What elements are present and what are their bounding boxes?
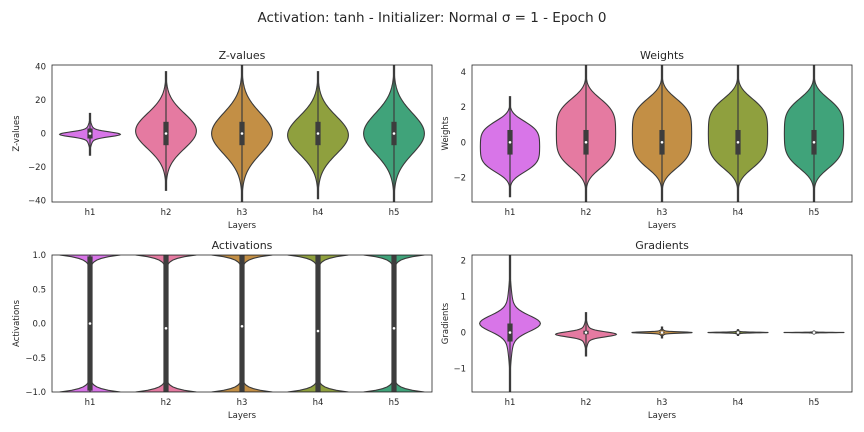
panel-activations: −1.0 −0.5 0.0 0.5 1.0 h1 h2 h3 h4 h5 Activations La… xyxy=(12,239,433,421)
plot-area xyxy=(59,255,425,392)
median-dot-h1 xyxy=(88,132,92,135)
x-tick-label: h1 xyxy=(85,208,96,218)
median-dot-h3 xyxy=(240,324,244,328)
x-tick-label: h1 xyxy=(505,208,516,218)
x-axis-label: Layers xyxy=(228,221,257,231)
plot-area xyxy=(479,65,845,202)
x-tick-label: h2 xyxy=(581,208,592,218)
x-axis-label: Layers xyxy=(648,221,677,231)
panel-title: Weights xyxy=(640,49,684,62)
median-dot-h2 xyxy=(164,132,168,135)
median-dot-h4 xyxy=(736,140,740,144)
y-axis-label: Weights xyxy=(441,116,451,151)
median-dot-h3 xyxy=(240,132,244,135)
x-tick-label: h3 xyxy=(657,398,668,408)
y-tick-label: −1 xyxy=(453,365,466,375)
x-tick-label: h5 xyxy=(389,208,400,218)
median-dot-h3 xyxy=(660,140,664,144)
y-tick-label: 0 xyxy=(41,130,46,140)
y-tick-label: −20 xyxy=(28,163,46,173)
x-tick-label: h5 xyxy=(809,208,820,218)
median-dot-h4 xyxy=(316,329,320,333)
y-tick-label: 20 xyxy=(35,96,46,106)
y-tick-label: 2 xyxy=(461,103,466,113)
median-dot-h1 xyxy=(508,331,512,334)
axes-frame xyxy=(51,254,433,393)
axes-frame xyxy=(51,64,433,203)
median-dot-h2 xyxy=(584,331,588,334)
median-dot-h1 xyxy=(88,322,92,325)
y-tick-label: 1.0 xyxy=(32,251,46,261)
figure-title: Activation: tanh - Initializer: Normal σ… xyxy=(257,10,606,26)
x-tick-label: h1 xyxy=(85,398,96,408)
median-dot-h1 xyxy=(508,140,512,144)
x-tick-label: h2 xyxy=(161,208,172,218)
panel-title: Activations xyxy=(212,239,273,252)
x-tick-label: h3 xyxy=(657,208,668,218)
median-dot-h5 xyxy=(392,326,396,330)
y-tick-label: 2 xyxy=(461,256,466,266)
median-dot-h5 xyxy=(812,140,816,144)
y-tick-label: −1.0 xyxy=(25,388,46,398)
panel-title: Z-values xyxy=(219,49,266,62)
median-dot-h4 xyxy=(736,331,740,334)
plot-area xyxy=(58,65,425,202)
panel-weights: −2 0 2 4 h1 h2 h3 h4 h5 Weights Layers Weights xyxy=(441,49,853,231)
panel-z-values: −40 −20 0 20 40 h1 h2 h3 h4 h5 Z-values Layers Z-val… xyxy=(12,49,433,231)
median-dot-h2 xyxy=(164,326,168,330)
median-dot-h3 xyxy=(660,331,664,334)
y-tick-label: 40 xyxy=(35,63,46,73)
panel-title: Gradients xyxy=(635,239,689,252)
x-tick-label: h4 xyxy=(313,398,324,408)
y-axis-label: Gradients xyxy=(441,302,451,344)
y-tick-label: 1 xyxy=(461,292,466,302)
median-dot-h2 xyxy=(584,140,588,144)
iqr-box-h2 xyxy=(163,255,169,392)
y-tick-label: −40 xyxy=(28,196,46,206)
median-dot-h5 xyxy=(392,132,396,135)
iqr-box-h4 xyxy=(315,255,321,392)
x-tick-label: h1 xyxy=(505,398,516,408)
x-tick-label: h2 xyxy=(161,398,172,408)
x-tick-label: h3 xyxy=(237,398,248,408)
x-tick-label: h5 xyxy=(809,398,820,408)
x-tick-label: h4 xyxy=(313,208,324,218)
panel-gradients: −1 0 1 2 h1 h2 h3 h4 h5 Gradients Layers Gradients xyxy=(441,239,853,421)
y-tick-label: 0 xyxy=(461,329,466,339)
x-tick-label: h5 xyxy=(389,398,400,408)
plot-area xyxy=(479,255,845,392)
iqr-box-h3 xyxy=(239,255,245,392)
y-tick-label: −2 xyxy=(453,173,466,183)
median-dot-h5 xyxy=(812,331,816,334)
x-tick-label: h2 xyxy=(581,398,592,408)
x-tick-label: h4 xyxy=(733,208,744,218)
y-tick-label: 0.5 xyxy=(32,285,46,295)
x-axis-label: Layers xyxy=(648,411,677,421)
axes-frame xyxy=(471,254,853,393)
x-tick-label: h4 xyxy=(733,398,744,408)
y-tick-label: 0 xyxy=(461,138,466,148)
x-axis-label: Layers xyxy=(228,411,257,421)
y-tick-label: 0.0 xyxy=(32,320,46,330)
y-axis-label: Activations xyxy=(12,299,22,347)
y-tick-label: 4 xyxy=(461,68,466,78)
x-tick-label: h3 xyxy=(237,208,248,218)
iqr-box-h5 xyxy=(391,255,397,392)
y-axis-label: Z-values xyxy=(12,115,22,152)
axes-frame xyxy=(471,64,853,203)
median-dot-h4 xyxy=(316,132,320,135)
y-tick-label: −0.5 xyxy=(25,354,46,364)
